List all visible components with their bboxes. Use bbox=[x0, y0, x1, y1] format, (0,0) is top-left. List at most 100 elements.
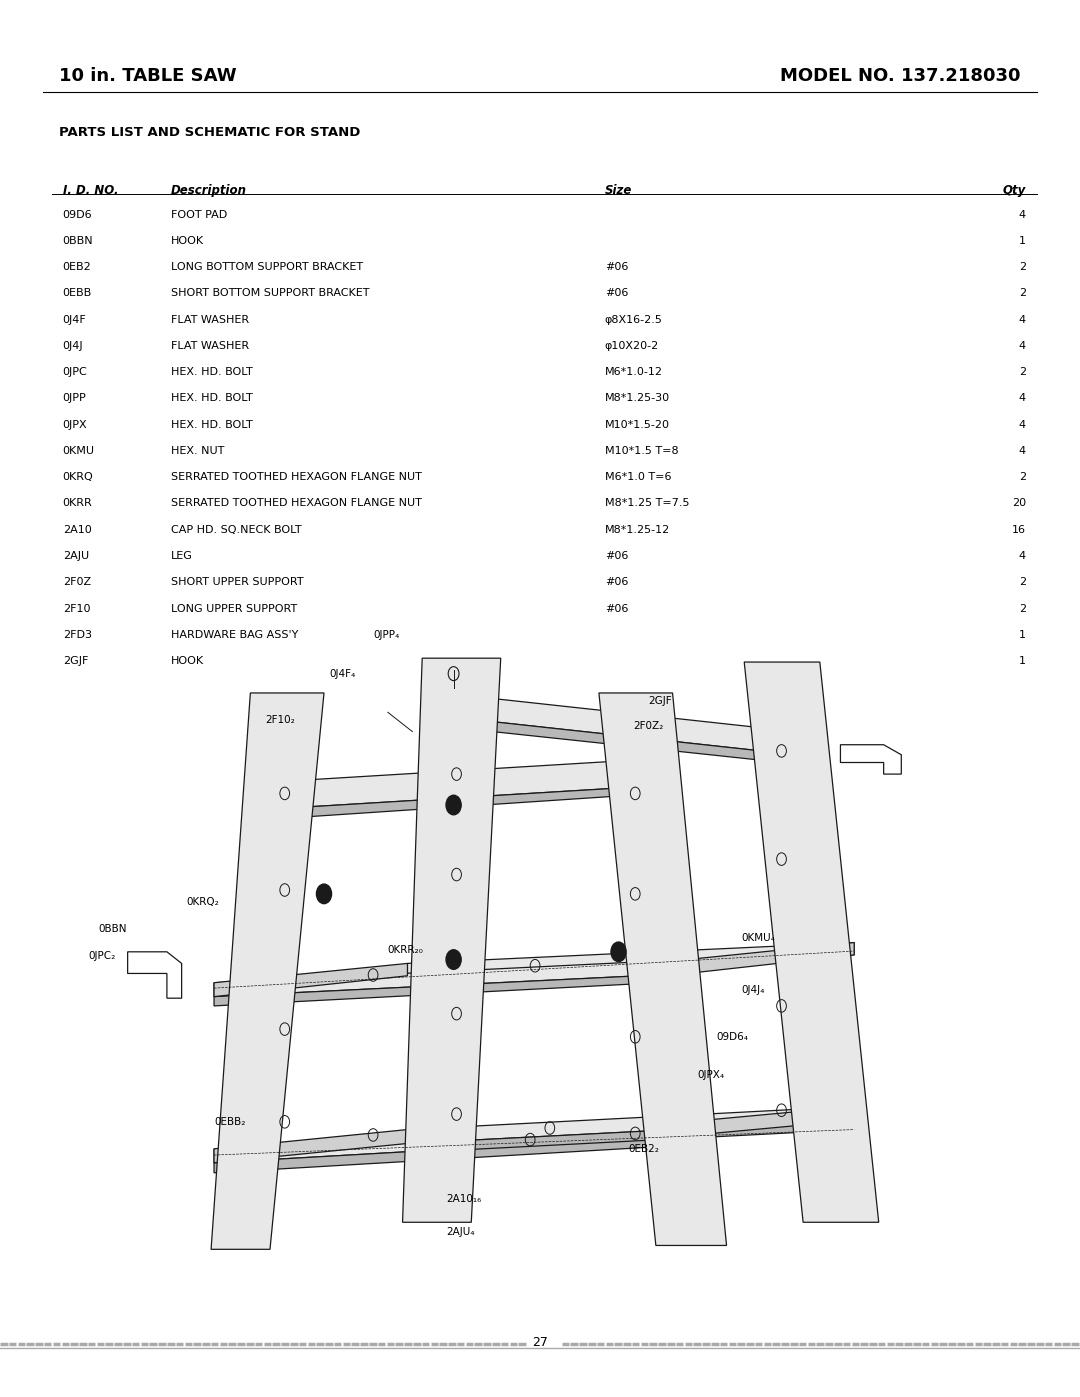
Text: 2A10₁₆: 2A10₁₆ bbox=[447, 1194, 482, 1204]
Text: 0KRQ: 0KRQ bbox=[63, 472, 93, 482]
Text: 0JPP₄: 0JPP₄ bbox=[373, 630, 400, 640]
Text: #06: #06 bbox=[605, 550, 629, 562]
Text: 0J4J₄: 0J4J₄ bbox=[741, 985, 765, 996]
Text: 0KRQ₂: 0KRQ₂ bbox=[187, 897, 219, 907]
Text: 0J4F₄: 0J4F₄ bbox=[329, 669, 355, 679]
Text: 0KRR: 0KRR bbox=[63, 499, 93, 509]
Text: #06: #06 bbox=[605, 288, 629, 299]
Circle shape bbox=[446, 795, 461, 814]
Circle shape bbox=[446, 950, 461, 970]
Text: 2: 2 bbox=[1018, 472, 1026, 482]
Text: 2FD3: 2FD3 bbox=[63, 630, 92, 640]
Text: M8*1.25-30: M8*1.25-30 bbox=[605, 394, 670, 404]
Polygon shape bbox=[214, 1136, 687, 1173]
Text: 0KMU: 0KMU bbox=[63, 446, 95, 455]
Text: 1: 1 bbox=[1020, 236, 1026, 246]
Polygon shape bbox=[211, 693, 324, 1249]
Text: 10 in. TABLE SAW: 10 in. TABLE SAW bbox=[59, 67, 237, 85]
Text: I. D. NO.: I. D. NO. bbox=[63, 184, 118, 197]
Text: 0EB2₂: 0EB2₂ bbox=[629, 1144, 659, 1154]
Text: 1: 1 bbox=[1020, 657, 1026, 666]
Text: 2: 2 bbox=[1018, 263, 1026, 272]
Text: M10*1.5-20: M10*1.5-20 bbox=[605, 419, 670, 430]
Text: HEX. HD. BOLT: HEX. HD. BOLT bbox=[171, 394, 253, 404]
Text: HEX. HD. BOLT: HEX. HD. BOLT bbox=[171, 419, 253, 430]
Text: 2F0Z₂: 2F0Z₂ bbox=[633, 721, 663, 731]
Text: FLAT WASHER: FLAT WASHER bbox=[171, 341, 248, 351]
Text: 09D6₄: 09D6₄ bbox=[717, 1032, 748, 1042]
Text: 0BBN: 0BBN bbox=[63, 236, 93, 246]
Text: MODEL NO. 137.218030: MODEL NO. 137.218030 bbox=[780, 67, 1021, 85]
Text: CAP HD. SQ.NECK BOLT: CAP HD. SQ.NECK BOLT bbox=[171, 525, 301, 535]
Text: 2F0Z: 2F0Z bbox=[63, 577, 91, 587]
Text: 0JPX: 0JPX bbox=[63, 419, 87, 430]
Text: 09D6: 09D6 bbox=[63, 210, 92, 219]
Polygon shape bbox=[275, 785, 658, 819]
Text: 4: 4 bbox=[1018, 550, 1026, 562]
Text: 0JPC: 0JPC bbox=[63, 367, 87, 377]
Text: HEX. HD. BOLT: HEX. HD. BOLT bbox=[171, 367, 253, 377]
Text: 2: 2 bbox=[1018, 367, 1026, 377]
Text: SERRATED TOOTHED HEXAGON FLANGE NUT: SERRATED TOOTHED HEXAGON FLANGE NUT bbox=[171, 472, 421, 482]
Polygon shape bbox=[744, 662, 879, 1222]
Text: 0J4F: 0J4F bbox=[63, 314, 86, 324]
Text: HOOK: HOOK bbox=[171, 657, 204, 666]
Text: M8*1.25-12: M8*1.25-12 bbox=[605, 525, 670, 535]
Text: 2F10: 2F10 bbox=[63, 604, 90, 613]
Text: 2AJU₄: 2AJU₄ bbox=[447, 1227, 475, 1236]
Text: 20: 20 bbox=[1012, 499, 1026, 509]
Text: HOOK: HOOK bbox=[171, 236, 204, 246]
Text: 0EBB: 0EBB bbox=[63, 288, 92, 299]
Text: SERRATED TOOTHED HEXAGON FLANGE NUT: SERRATED TOOTHED HEXAGON FLANGE NUT bbox=[171, 499, 421, 509]
Text: LONG UPPER SUPPORT: LONG UPPER SUPPORT bbox=[171, 604, 297, 613]
Polygon shape bbox=[214, 1130, 407, 1162]
Text: 4: 4 bbox=[1018, 446, 1026, 455]
Text: M10*1.5 T=8: M10*1.5 T=8 bbox=[605, 446, 678, 455]
Text: 0JPP: 0JPP bbox=[63, 394, 86, 404]
Text: φ10X20-2: φ10X20-2 bbox=[605, 341, 659, 351]
Polygon shape bbox=[407, 1106, 854, 1144]
Text: 4: 4 bbox=[1018, 341, 1026, 351]
Text: 16: 16 bbox=[1012, 525, 1026, 535]
Text: 0BBN: 0BBN bbox=[98, 923, 126, 933]
Text: 2: 2 bbox=[1018, 577, 1026, 587]
Text: 1: 1 bbox=[1020, 630, 1026, 640]
Polygon shape bbox=[214, 960, 687, 996]
Text: 0JPX₄: 0JPX₄ bbox=[697, 1070, 725, 1080]
Text: #06: #06 bbox=[605, 577, 629, 587]
Text: 2: 2 bbox=[1018, 288, 1026, 299]
Polygon shape bbox=[599, 693, 727, 1246]
Text: Description: Description bbox=[171, 184, 246, 197]
Text: FLAT WASHER: FLAT WASHER bbox=[171, 314, 248, 324]
Text: Qty: Qty bbox=[1002, 184, 1026, 197]
Text: 27: 27 bbox=[532, 1336, 548, 1350]
Text: M6*1.0-12: M6*1.0-12 bbox=[605, 367, 663, 377]
Polygon shape bbox=[407, 943, 854, 975]
Polygon shape bbox=[127, 951, 181, 999]
Polygon shape bbox=[275, 759, 658, 809]
Polygon shape bbox=[442, 693, 761, 752]
Text: 2: 2 bbox=[1018, 604, 1026, 613]
Text: SHORT BOTTOM SUPPORT BRACKET: SHORT BOTTOM SUPPORT BRACKET bbox=[171, 288, 369, 299]
Polygon shape bbox=[214, 964, 407, 996]
Polygon shape bbox=[214, 1122, 687, 1162]
Text: #06: #06 bbox=[605, 263, 629, 272]
Text: LEG: LEG bbox=[171, 550, 192, 562]
Text: φ8X16-2.5: φ8X16-2.5 bbox=[605, 314, 663, 324]
Text: 0J4J: 0J4J bbox=[63, 341, 83, 351]
Text: 0EB2: 0EB2 bbox=[63, 263, 92, 272]
Text: Size: Size bbox=[605, 184, 632, 197]
Circle shape bbox=[316, 884, 332, 904]
Polygon shape bbox=[687, 1106, 854, 1136]
Text: FOOT PAD: FOOT PAD bbox=[171, 210, 227, 219]
Text: 2AJU: 2AJU bbox=[63, 550, 89, 562]
Polygon shape bbox=[407, 1120, 854, 1153]
Text: 2GJF: 2GJF bbox=[648, 696, 672, 705]
Text: 0EBB₂: 0EBB₂ bbox=[214, 1116, 245, 1127]
Polygon shape bbox=[214, 974, 687, 1006]
Text: #06: #06 bbox=[605, 604, 629, 613]
Text: 2F10₂: 2F10₂ bbox=[265, 715, 295, 725]
Text: M8*1.25 T=7.5: M8*1.25 T=7.5 bbox=[605, 499, 689, 509]
Text: SHORT UPPER SUPPORT: SHORT UPPER SUPPORT bbox=[171, 577, 303, 587]
Text: 2GJF: 2GJF bbox=[63, 657, 87, 666]
